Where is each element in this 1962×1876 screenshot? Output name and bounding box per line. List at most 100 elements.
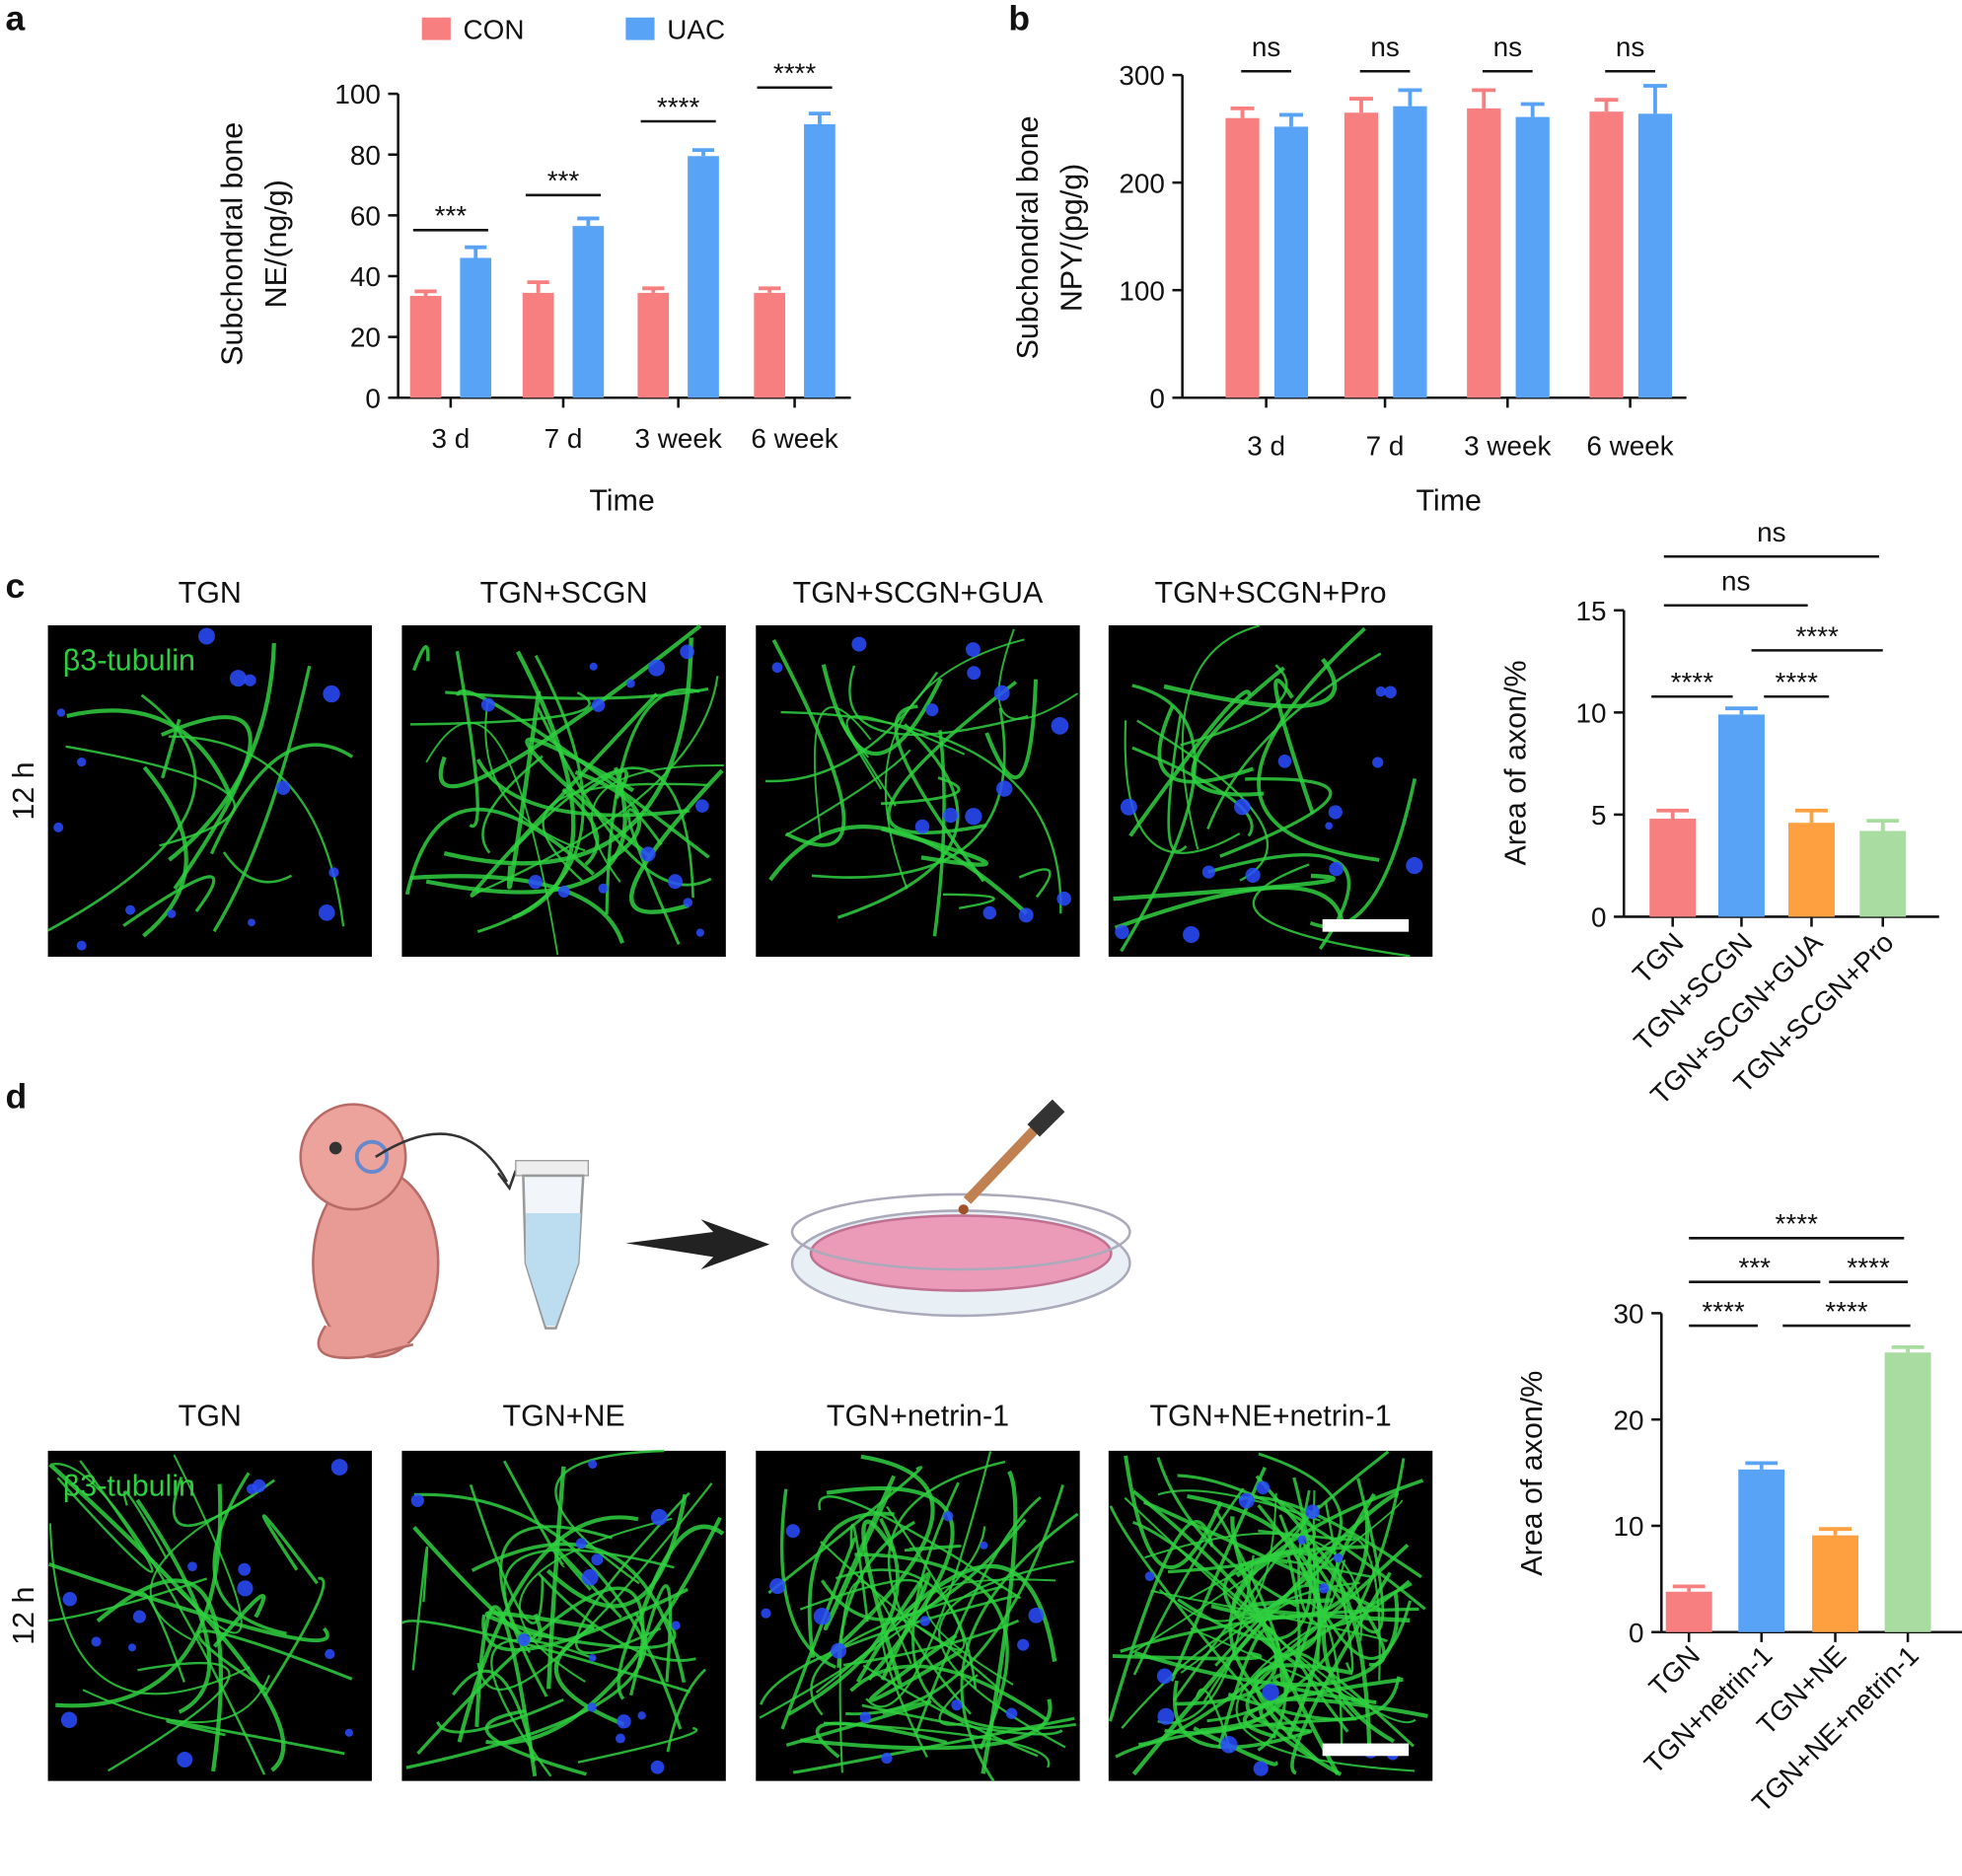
nucleus (1406, 857, 1423, 875)
neurite (1132, 1520, 1355, 1719)
significance-label: **** (1795, 620, 1839, 651)
nucleus (237, 1580, 254, 1597)
neurite (122, 875, 216, 927)
nucleus (1329, 861, 1344, 877)
column-label: TGN+NE+netrin-1 (1149, 1400, 1391, 1433)
neurite (412, 1526, 543, 1643)
error-bar (691, 148, 715, 157)
neurite (1180, 1499, 1404, 1674)
nucleus (318, 904, 335, 921)
error-bar (1795, 808, 1828, 824)
y-tick-label: 5 (1591, 800, 1607, 830)
bar (1859, 830, 1907, 917)
x-tick-label: 3 d (431, 423, 470, 454)
nucleus (252, 1479, 266, 1493)
nucleus (761, 1608, 771, 1619)
neurite (476, 1482, 713, 1691)
legend-swatch (421, 17, 451, 40)
bar (1665, 1591, 1712, 1632)
y-tick-label: 200 (1119, 168, 1165, 198)
column-label: TGN+netrin-1 (827, 1400, 1009, 1433)
neurite (1206, 652, 1382, 830)
neurite (48, 1463, 286, 1772)
neurite (142, 765, 188, 938)
nucleus (229, 670, 247, 687)
y-tick-label: 0 (1591, 902, 1607, 933)
neurite (1163, 657, 1338, 709)
y-tick-label: 0 (1629, 1618, 1644, 1648)
neurite (1158, 1492, 1277, 1623)
neurite (1167, 715, 1188, 853)
nucleus (1120, 798, 1137, 816)
nucleus (769, 1578, 786, 1595)
error-bar (1819, 1527, 1852, 1536)
bar (1637, 113, 1673, 398)
neurite (436, 1697, 564, 1734)
micrograph (1108, 625, 1433, 958)
neurite (881, 1617, 999, 1759)
nucleus (557, 886, 570, 898)
neurite (1272, 1673, 1377, 1704)
neurite (807, 1511, 895, 1658)
stain-label: β3-tubulin (63, 644, 195, 678)
y-axis-label: Area of axon/% (1499, 660, 1533, 865)
neurite (865, 1451, 992, 1708)
column-label: TGN+SCGN+GUA (793, 576, 1044, 610)
nucleus (575, 1538, 587, 1550)
nucleus (587, 1702, 597, 1712)
nucleus (125, 904, 136, 915)
bar (1812, 1535, 1859, 1632)
nucleus (517, 1633, 531, 1646)
neurite (1144, 1532, 1363, 1641)
nucleus (640, 846, 656, 862)
y-axis-label: NE/(ng/g) (259, 180, 293, 308)
neurite (52, 1463, 266, 1775)
neurite (56, 1460, 154, 1573)
neurite (1321, 1492, 1395, 1744)
neurite (984, 679, 1038, 780)
bar (804, 123, 836, 398)
nucleus (671, 1621, 681, 1630)
neurite (914, 1496, 1042, 1735)
error-bar (1230, 106, 1255, 118)
nucleus (581, 1568, 599, 1586)
significance-label: **** (1825, 1296, 1868, 1327)
y-tick-label: 80 (350, 140, 381, 171)
neurite (822, 1454, 935, 1662)
y-tick-label: 20 (350, 323, 381, 353)
neurite (481, 1587, 689, 1652)
neurite (160, 715, 253, 891)
bar (1393, 106, 1427, 398)
neurite (811, 707, 1006, 879)
significance-label: **** (1776, 1208, 1819, 1239)
error-bar (1348, 97, 1373, 113)
micrograph (47, 625, 372, 958)
nucleus (695, 928, 704, 937)
neurite (854, 1552, 1009, 1750)
neurite (1138, 1544, 1410, 1747)
error-bar (1725, 706, 1758, 715)
nucleus (1115, 924, 1129, 940)
neurite (626, 808, 681, 946)
neurite (452, 1669, 537, 1763)
neurite (574, 769, 642, 863)
nucleus (275, 780, 291, 795)
neurite (445, 687, 709, 700)
error-bar (1672, 1584, 1706, 1592)
neurite (1196, 1688, 1233, 1753)
significance-label: ns (1252, 32, 1280, 62)
nucleus (91, 1636, 102, 1647)
nucleus (480, 697, 495, 712)
neurite (506, 690, 542, 890)
nucleus (683, 898, 693, 907)
nucleus (616, 1733, 625, 1744)
nucleus (695, 799, 709, 813)
neurite (1150, 1589, 1388, 1642)
nucleus (1056, 891, 1071, 906)
significance-label: *** (1738, 1253, 1771, 1283)
nucleus (1245, 867, 1261, 883)
neurite (767, 1466, 922, 1595)
nucleus (919, 1616, 930, 1626)
neurite (590, 763, 724, 883)
nucleus (1262, 1684, 1279, 1701)
